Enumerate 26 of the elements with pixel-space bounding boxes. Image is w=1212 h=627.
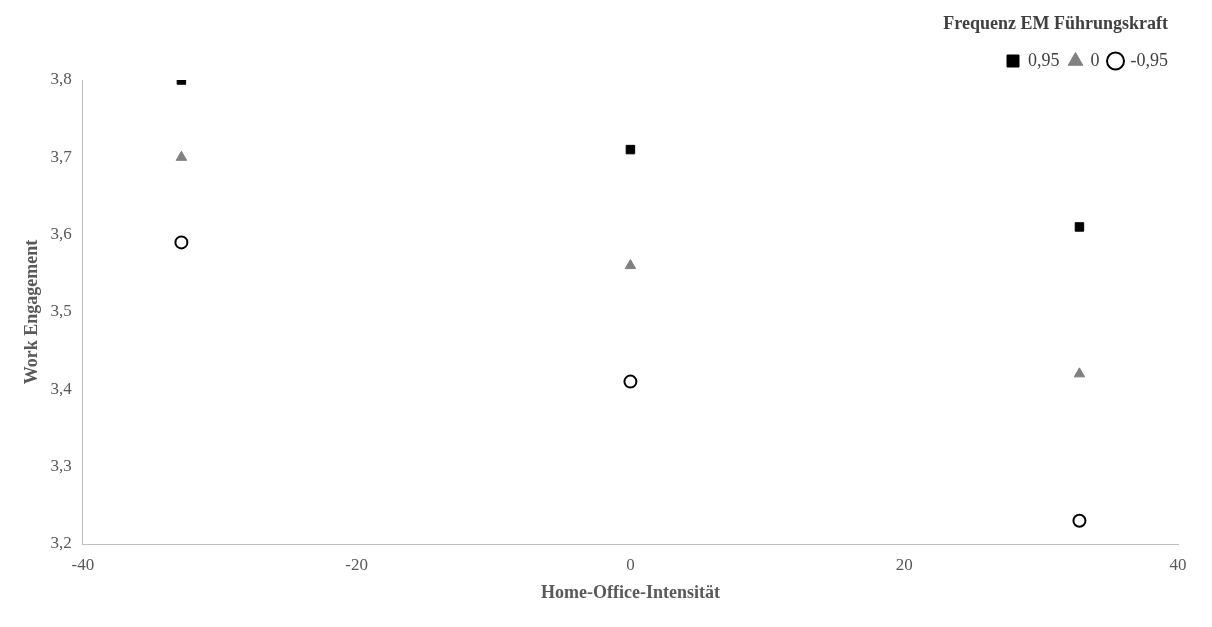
point <box>175 150 188 161</box>
y-tick-label: 3,7 <box>50 146 73 166</box>
point <box>1072 513 1087 528</box>
x-tick-label: -20 <box>345 554 368 574</box>
x-tick-label: 20 <box>895 554 913 574</box>
x-tick-label: 0 <box>626 554 635 574</box>
point <box>1073 367 1086 378</box>
x-axis-title: Home-Office-Intensität <box>540 581 720 602</box>
y-axis-title: Work Engagement <box>21 239 42 385</box>
y-tick-label: 3,3 <box>50 456 72 476</box>
x-tick-label: 40 <box>1169 554 1187 574</box>
y-tick-label: 3,8 <box>50 69 72 89</box>
point <box>624 259 637 270</box>
legend-label: -0,95 <box>1130 49 1169 70</box>
legend-title: Frequenz EM Führungskraft <box>943 12 1168 33</box>
point <box>1074 222 1085 232</box>
legend-label: 0,95 <box>1028 49 1060 70</box>
y-tick-label: 3,5 <box>50 301 72 321</box>
x-tick-label: -40 <box>71 554 95 574</box>
point <box>623 374 638 389</box>
point <box>174 235 189 250</box>
y-tick-label: 3,4 <box>50 378 73 398</box>
y-tick-label: 3,2 <box>50 533 72 553</box>
point <box>625 144 636 155</box>
legend-label: 0 <box>1090 49 1100 70</box>
y-tick-label: 3,6 <box>50 224 72 244</box>
